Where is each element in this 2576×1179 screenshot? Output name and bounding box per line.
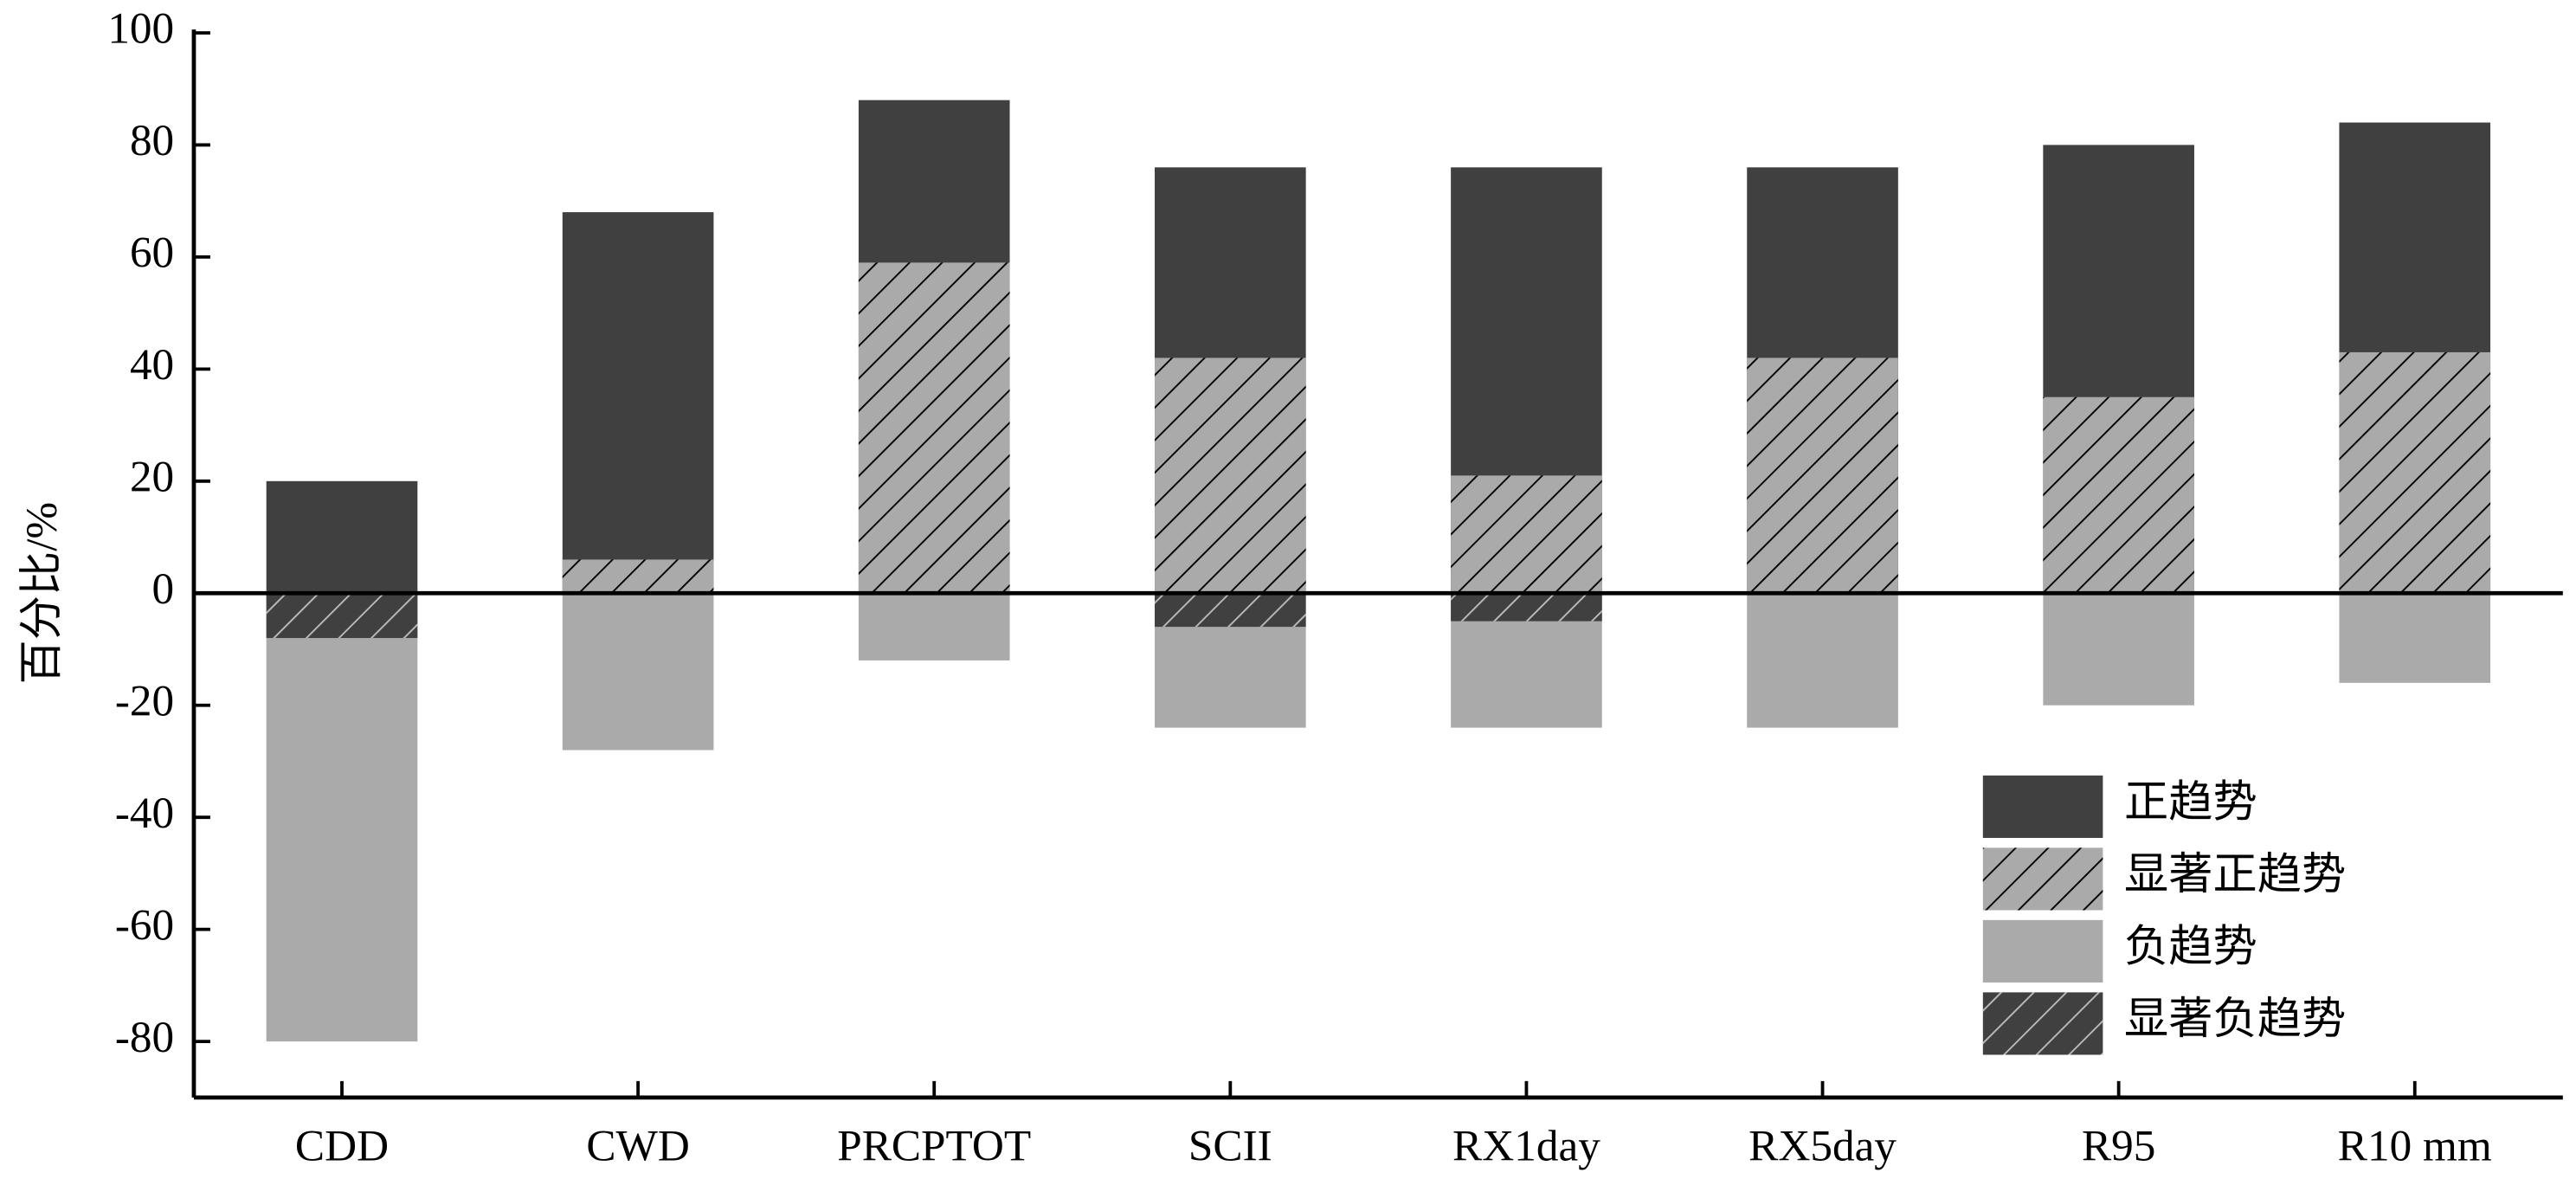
y-tick-label: -80 [115,1013,174,1062]
x-tick-label: R95 [2082,1121,2155,1170]
y-axis-label: 百分比/% [17,502,67,685]
bar [266,593,418,639]
x-tick-label: CWD [586,1121,690,1170]
y-tick-label: 20 [130,453,174,502]
y-tick-label: 80 [130,116,174,165]
bar [1747,358,1898,594]
x-tick-label: RX5day [1748,1121,1897,1170]
x-tick-label: RX1day [1452,1121,1600,1170]
legend-label: 显著负趋势 [2124,995,2346,1044]
y-tick-label: 40 [130,340,174,390]
bar [2043,593,2194,705]
bar [266,593,418,1042]
legend-label: 正趋势 [2124,778,2257,828]
legend-label: 显著正趋势 [2124,850,2346,899]
bar [1747,593,1898,728]
bar [562,212,714,594]
legend-swatch [1982,919,2103,982]
x-tick-label: PRCPTOT [837,1121,1031,1170]
x-tick-label: SCII [1188,1121,1272,1170]
legend-swatch [1982,847,2103,911]
x-tick-label: R10 mm [2338,1121,2492,1170]
y-tick-label: -40 [115,789,174,838]
bar [2043,396,2194,594]
bar [2339,593,2491,683]
bar [858,262,1010,594]
bar [1451,475,1602,594]
y-tick-label: 100 [107,4,174,54]
bar [266,480,418,594]
bar [1155,593,1306,628]
legend-swatch [1982,992,2103,1055]
bar [562,559,714,594]
y-tick-label: -20 [115,677,174,726]
y-tick-label: -60 [115,900,174,950]
bar [1451,593,1602,622]
y-tick-label: 60 [130,229,174,278]
x-tick-label: CDD [295,1121,389,1170]
legend-swatch [1982,775,2103,838]
bar [1155,358,1306,594]
legend-label: 负趋势 [2124,923,2257,972]
y-tick-label: 0 [152,564,175,614]
bar [562,593,714,751]
bar [858,593,1010,660]
bar [2339,351,2491,594]
